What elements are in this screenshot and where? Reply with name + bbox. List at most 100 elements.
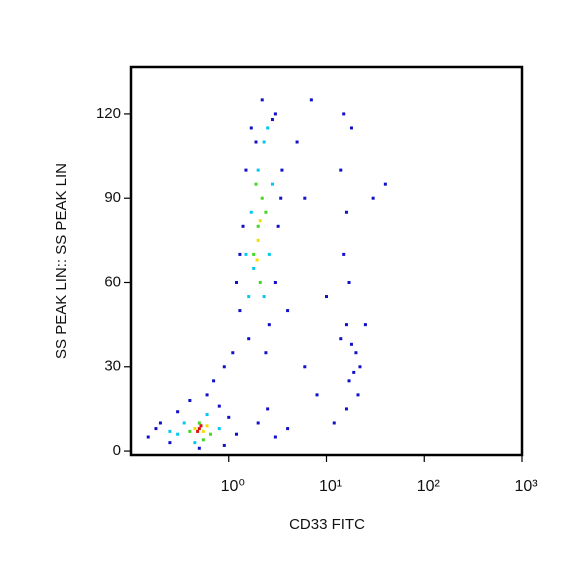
point	[201, 438, 205, 442]
point	[325, 295, 328, 299]
point	[273, 280, 277, 284]
point	[354, 351, 358, 355]
point	[188, 398, 192, 402]
point	[222, 443, 226, 447]
point	[168, 429, 172, 433]
point	[273, 112, 277, 116]
point	[264, 351, 268, 355]
point	[279, 196, 283, 200]
point	[238, 309, 242, 313]
point	[234, 432, 238, 436]
x-tick-label: 10³	[514, 478, 538, 495]
point	[182, 421, 186, 425]
point	[212, 379, 216, 383]
point	[205, 424, 209, 428]
point	[267, 252, 271, 256]
point	[227, 415, 231, 419]
point	[286, 309, 290, 313]
point	[208, 432, 212, 436]
x-axis-label: CD33 FITC	[289, 516, 365, 533]
point	[262, 140, 266, 144]
point	[295, 140, 299, 144]
point	[201, 429, 205, 433]
point	[339, 337, 343, 341]
point	[254, 182, 258, 186]
point	[197, 427, 201, 431]
point	[205, 393, 209, 397]
point	[168, 441, 172, 445]
point	[199, 424, 203, 428]
point	[158, 421, 162, 425]
point	[256, 224, 260, 228]
point	[363, 323, 367, 327]
point	[258, 280, 262, 284]
point	[266, 407, 270, 411]
point	[303, 365, 307, 369]
point	[255, 258, 259, 262]
point	[260, 98, 264, 102]
point	[358, 365, 362, 369]
x-tick-label: 10¹	[319, 478, 342, 495]
point	[342, 112, 346, 116]
point	[146, 435, 150, 439]
point	[254, 140, 258, 144]
point	[280, 168, 284, 172]
point	[244, 252, 248, 256]
point	[252, 252, 256, 256]
point	[217, 404, 221, 408]
point	[205, 413, 209, 417]
plot-frame	[129, 65, 524, 457]
point	[260, 196, 264, 200]
point	[344, 210, 348, 214]
point	[234, 280, 238, 284]
point	[371, 196, 375, 200]
point	[270, 118, 274, 122]
x-tick-label: 10²	[417, 478, 441, 495]
point	[256, 238, 260, 242]
point	[347, 280, 351, 284]
point	[270, 182, 274, 186]
point	[344, 323, 348, 327]
point	[273, 435, 277, 439]
point	[309, 98, 313, 102]
point	[356, 393, 360, 397]
point	[249, 210, 253, 214]
point	[286, 427, 290, 431]
point	[264, 210, 268, 214]
point	[339, 168, 343, 172]
point	[197, 421, 201, 425]
point	[262, 295, 266, 299]
point	[315, 393, 319, 397]
point	[347, 379, 351, 383]
point	[176, 410, 180, 414]
point	[276, 224, 280, 228]
point	[252, 266, 256, 270]
point	[303, 196, 307, 200]
point	[188, 429, 192, 433]
point	[349, 126, 353, 130]
point	[217, 427, 221, 431]
point	[267, 323, 271, 327]
point	[383, 182, 387, 186]
y-axis-label: SS PEAK LIN:: SS PEAK LIN	[53, 163, 70, 359]
point	[247, 337, 251, 341]
y-tick-label: 30	[104, 358, 121, 375]
point	[256, 168, 260, 172]
point	[197, 446, 201, 450]
point	[332, 421, 336, 425]
point	[266, 126, 270, 130]
point	[249, 126, 253, 130]
point	[352, 370, 356, 374]
y-tick-label: 60	[104, 273, 121, 290]
point	[244, 168, 248, 172]
point	[349, 342, 353, 346]
y-tick-label: 0	[113, 442, 121, 459]
point	[258, 219, 262, 223]
point	[231, 351, 235, 355]
point	[193, 427, 197, 431]
point	[176, 432, 180, 436]
point	[256, 421, 260, 425]
point	[193, 441, 197, 445]
point	[196, 429, 200, 433]
